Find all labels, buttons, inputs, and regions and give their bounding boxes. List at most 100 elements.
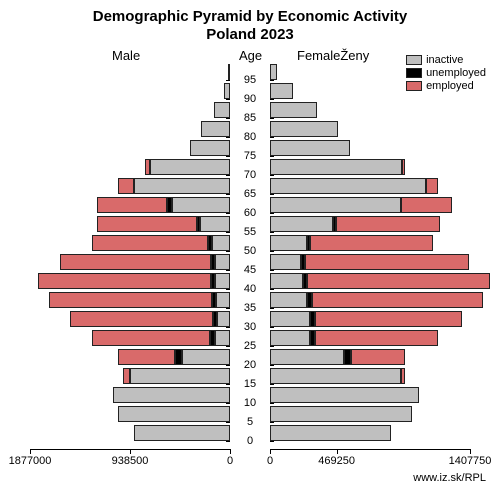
footer-url: www.iz.sk/RPL: [413, 472, 486, 484]
bar-segment: [270, 197, 401, 213]
bar-segment: [270, 83, 293, 99]
bar-segment: [344, 349, 351, 365]
male-bar-row: [60, 254, 230, 270]
female-bar-row: [270, 349, 405, 365]
chart-title-main: Demographic Pyramid by Economic Activity: [0, 8, 500, 25]
age-tick: [226, 308, 230, 309]
female-bar-row: [270, 235, 433, 251]
female-bar-row: [270, 197, 452, 213]
bar-segment: [215, 254, 230, 270]
male-bar-row: [201, 121, 230, 137]
male-bar-row: [134, 425, 230, 441]
axis-tick-label: 0: [227, 455, 233, 467]
age-tick-label: 60: [230, 207, 270, 219]
female-bar-row: [270, 178, 438, 194]
bar-segment: [92, 235, 209, 251]
bar-segment: [270, 235, 307, 251]
male-bar-row: [92, 330, 230, 346]
bar-segment: [270, 121, 338, 137]
bar-segment: [70, 311, 213, 327]
bar-segment: [315, 330, 437, 346]
female-bar-row: [270, 273, 490, 289]
age-tick-label: 40: [230, 283, 270, 295]
age-tick: [226, 289, 230, 290]
age-tick: [226, 270, 230, 271]
age-tick-label: 0: [230, 435, 270, 447]
bar-segment: [216, 292, 230, 308]
age-tick: [226, 80, 230, 81]
demographic-pyramid-chart: Demographic Pyramid by Economic Activity…: [0, 0, 500, 500]
bar-segment: [312, 292, 483, 308]
bar-segment: [201, 121, 230, 137]
age-tick-label: 80: [230, 131, 270, 143]
age-tick-label: 20: [230, 359, 270, 371]
age-tick: [226, 232, 230, 233]
female-bars-panel: [270, 64, 470, 444]
age-tick-label: 65: [230, 188, 270, 200]
female-bar-row: [270, 102, 317, 118]
male-bar-row: [49, 292, 230, 308]
bar-segment: [270, 102, 317, 118]
male-bars-panel: [30, 64, 230, 444]
bar-segment: [270, 273, 303, 289]
bar-segment: [270, 178, 426, 194]
male-bar-row: [214, 102, 230, 118]
axis-tick: [337, 449, 338, 454]
bar-segment: [182, 349, 230, 365]
age-tick-label: 95: [230, 74, 270, 86]
age-header-label: Age: [239, 48, 262, 63]
male-bar-row: [113, 387, 230, 403]
male-bar-row: [97, 216, 230, 232]
bar-segment: [270, 292, 307, 308]
female-bar-row: [270, 159, 405, 175]
bar-segment: [270, 216, 333, 232]
male-bar-row: [92, 235, 231, 251]
age-tick: [226, 346, 230, 347]
chart-title-sub: Poland 2023: [0, 26, 500, 43]
age-tick: [226, 175, 230, 176]
bar-segment: [92, 330, 211, 346]
bar-segment: [270, 64, 277, 80]
bar-segment: [401, 368, 405, 384]
bar-segment: [38, 273, 211, 289]
female-bar-row: [270, 216, 440, 232]
age-tick: [226, 251, 230, 252]
bar-segment: [200, 216, 230, 232]
age-tick-label: 15: [230, 378, 270, 390]
age-tick-label: 50: [230, 245, 270, 257]
age-tick-label: 30: [230, 321, 270, 333]
bar-segment: [150, 159, 230, 175]
bar-segment: [215, 273, 230, 289]
female-bar-row: [270, 83, 293, 99]
bar-segment: [270, 368, 401, 384]
male-bar-row: [145, 159, 230, 175]
age-tick: [226, 327, 230, 328]
axis-tick: [130, 449, 131, 454]
male-bar-row: [118, 178, 230, 194]
female-bar-row: [270, 368, 405, 384]
bar-segment: [270, 311, 310, 327]
age-tick: [226, 194, 230, 195]
plot-area: 05101520253035404550556065707580859095: [30, 64, 470, 444]
age-tick: [226, 118, 230, 119]
bar-segment: [130, 368, 230, 384]
age-tick: [226, 213, 230, 214]
age-tick-label: 75: [230, 150, 270, 162]
female-header-label: FemaleŽeny: [297, 48, 369, 63]
female-bar-row: [270, 425, 391, 441]
bar-segment: [60, 254, 212, 270]
female-bar-row: [270, 292, 483, 308]
axis-tick: [270, 449, 271, 454]
bar-segment: [307, 273, 490, 289]
bar-segment: [315, 311, 461, 327]
bar-segment: [351, 349, 405, 365]
bar-segment: [270, 159, 402, 175]
female-bar-row: [270, 387, 419, 403]
male-header-label: Male: [112, 48, 140, 63]
age-tick: [226, 365, 230, 366]
bar-segment: [134, 425, 230, 441]
axis-tick-label: 469250: [318, 455, 355, 467]
male-bar-row: [118, 349, 230, 365]
age-tick: [226, 137, 230, 138]
bar-segment: [270, 387, 419, 403]
